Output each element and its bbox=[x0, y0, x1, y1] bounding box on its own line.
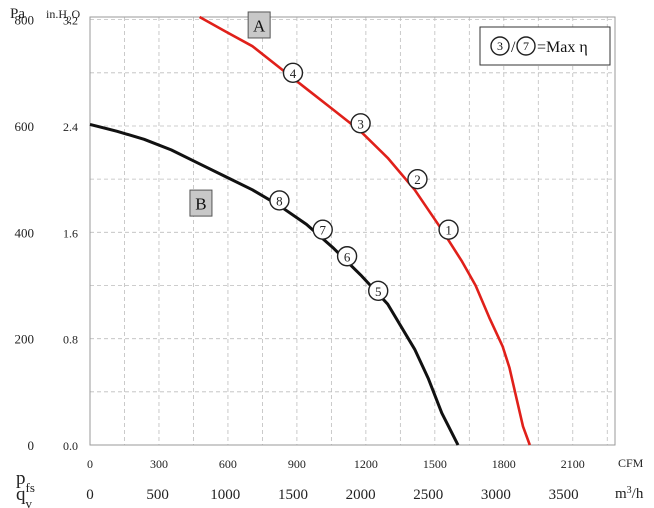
operating-point-4: 4 bbox=[282, 62, 304, 84]
operating-point-label: 4 bbox=[290, 66, 297, 81]
operating-point-label: 2 bbox=[414, 172, 421, 187]
operating-point-7: 7 bbox=[312, 219, 333, 240]
max-efficiency-legend: 3 / 7 =Max η bbox=[479, 26, 611, 66]
operating-point-5: 5 bbox=[368, 280, 389, 302]
legend-separator: / bbox=[511, 39, 516, 56]
operating-point-label: 7 bbox=[319, 223, 326, 238]
plot-frame bbox=[89, 16, 616, 446]
inh2o-axis-label: in.H2O bbox=[46, 7, 81, 25]
pa-tick-label: 600 bbox=[15, 119, 35, 134]
cfm-tick-label: 1500 bbox=[423, 457, 447, 471]
m3h-unit-label: m3/h bbox=[615, 485, 644, 503]
m3h-tick-label: 500 bbox=[146, 487, 169, 503]
curve-a bbox=[198, 15, 532, 446]
operating-point-label: 6 bbox=[344, 249, 351, 264]
inh2o-tick-label: 0.0 bbox=[63, 439, 78, 453]
m3h-tick-label: 2000 bbox=[346, 487, 376, 503]
m3h-tick-label: 2500 bbox=[413, 487, 443, 503]
cfm-tick-label: 0 bbox=[87, 457, 93, 471]
cfm-tick-label: 300 bbox=[150, 457, 168, 471]
operating-point-label: 8 bbox=[276, 193, 283, 208]
pa-tick-label: 0 bbox=[28, 438, 35, 453]
pa-axis-label: Pa bbox=[10, 6, 25, 22]
inh2o-tick-label: 0.8 bbox=[63, 333, 78, 347]
x-axis-name: qv bbox=[16, 484, 33, 508]
svg-text:7: 7 bbox=[523, 39, 529, 53]
legend-marker-3: 3 bbox=[490, 36, 510, 56]
m3h-tick-label: 3500 bbox=[549, 487, 579, 503]
svg-text:3: 3 bbox=[497, 39, 503, 53]
operating-point-1: 1 bbox=[438, 219, 459, 240]
cfm-tick-label: 1200 bbox=[354, 457, 378, 471]
cfm-tick-label: 900 bbox=[288, 457, 306, 471]
operating-point-6: 6 bbox=[336, 246, 358, 267]
inh2o-tick-label: 2.4 bbox=[63, 120, 78, 134]
pa-tick-label: 400 bbox=[15, 225, 35, 240]
grid-lines bbox=[90, 17, 615, 445]
curve-b bbox=[89, 122, 460, 446]
pa-tick-label: 200 bbox=[15, 332, 35, 347]
y-axis-name: pfs bbox=[16, 468, 35, 495]
curve-labels: AB bbox=[189, 11, 271, 217]
legend-marker-7: 7 bbox=[516, 36, 536, 56]
inh2o-tick-label: 3.2 bbox=[63, 14, 78, 28]
cfm-tick-label: 2100 bbox=[561, 457, 585, 471]
m3h-tick-label: 0 bbox=[86, 487, 94, 503]
inh2o-tick-label: 1.6 bbox=[63, 226, 78, 240]
cfm-unit-label: CFM bbox=[618, 456, 644, 470]
operating-point-label: 5 bbox=[375, 284, 382, 299]
legend-text: =Max η bbox=[537, 39, 588, 56]
curves bbox=[89, 15, 532, 446]
curve-label-a: A bbox=[247, 11, 271, 39]
m3h-tick-label: 3000 bbox=[481, 487, 511, 503]
curve-label-b: B bbox=[189, 189, 213, 217]
operating-point-8: 8 bbox=[269, 190, 290, 211]
operating-point-label: 1 bbox=[445, 223, 452, 238]
operating-point-markers: 4 3 2 1 8 7 6 5 bbox=[269, 62, 459, 302]
m3h-tick-label: 1000 bbox=[210, 487, 240, 503]
cfm-tick-label: 1800 bbox=[492, 457, 516, 471]
m3h-tick-label: 1500 bbox=[278, 487, 308, 503]
svg-text:B: B bbox=[195, 195, 206, 214]
svg-text:A: A bbox=[253, 16, 266, 35]
operating-point-2: 2 bbox=[407, 168, 428, 190]
operating-point-3: 3 bbox=[350, 113, 371, 134]
pa-tick-label: 800 bbox=[15, 13, 35, 28]
cfm-tick-label: 600 bbox=[219, 457, 237, 471]
operating-point-label: 3 bbox=[357, 116, 364, 131]
